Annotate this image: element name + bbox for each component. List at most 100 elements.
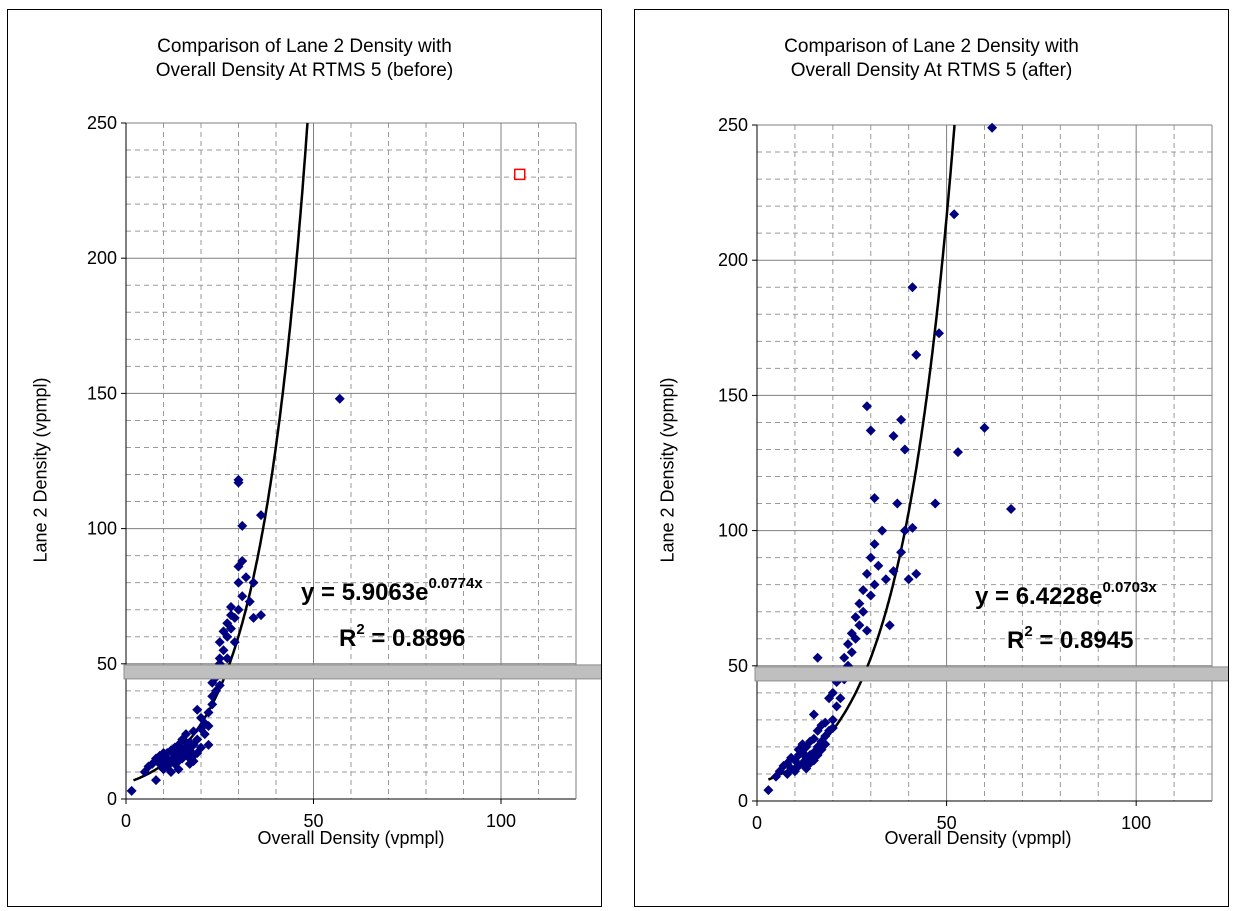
data-point bbox=[248, 577, 259, 588]
data-point bbox=[203, 720, 214, 731]
data-point bbox=[203, 739, 214, 750]
data-point bbox=[987, 122, 998, 133]
chart-title-line-1: Comparison of Lane 2 Density with bbox=[784, 36, 1079, 57]
data-point bbox=[930, 498, 941, 509]
data-point bbox=[214, 653, 225, 664]
data-point bbox=[831, 701, 842, 712]
data-point bbox=[192, 734, 203, 745]
y-tick-label: 50 bbox=[97, 654, 117, 674]
data-point bbox=[233, 477, 244, 488]
data-point bbox=[218, 645, 229, 656]
data-point bbox=[812, 750, 823, 761]
data-point bbox=[126, 785, 137, 796]
data-point bbox=[843, 639, 853, 650]
data-point bbox=[801, 763, 812, 774]
r-squared-sup: 2 bbox=[1024, 623, 1033, 640]
data-point bbox=[237, 591, 248, 602]
data-point bbox=[226, 623, 236, 634]
data-point bbox=[835, 693, 846, 704]
equation-text: y = 5.9063e bbox=[301, 579, 429, 606]
data-point bbox=[896, 547, 907, 558]
data-point bbox=[911, 568, 922, 579]
data-point bbox=[869, 539, 880, 550]
x-tick-label: 100 bbox=[486, 811, 516, 831]
data-point bbox=[237, 556, 248, 567]
data-point bbox=[778, 760, 789, 771]
y-tick-label: 150 bbox=[718, 385, 748, 405]
data-point bbox=[869, 493, 880, 504]
data-point bbox=[873, 560, 884, 571]
data-point bbox=[820, 739, 831, 750]
x-tick-label: 0 bbox=[121, 811, 131, 831]
chart-title: Comparison of Lane 2 Density with Overal… bbox=[8, 35, 601, 83]
trendline-equation: y = 6.4228e0.0703x bbox=[975, 579, 1157, 611]
data-point bbox=[827, 714, 838, 725]
data-point bbox=[839, 652, 850, 663]
data-point bbox=[226, 602, 236, 613]
data-point bbox=[789, 766, 800, 777]
data-point bbox=[865, 425, 876, 436]
data-point bbox=[824, 693, 835, 704]
x-axis-label: Overall Density (vpmpl) bbox=[257, 828, 445, 848]
data-point bbox=[233, 604, 244, 615]
y-tick-label: 250 bbox=[718, 115, 748, 135]
data-point bbox=[911, 349, 922, 360]
y-tick-label: 0 bbox=[738, 791, 748, 811]
data-point bbox=[861, 625, 872, 636]
x-tick-label: 50 bbox=[937, 813, 957, 833]
data-point bbox=[214, 680, 225, 691]
data-point bbox=[203, 707, 214, 718]
data-point bbox=[820, 717, 831, 728]
data-point bbox=[854, 620, 865, 631]
data-point bbox=[199, 729, 210, 740]
data-point bbox=[192, 704, 203, 715]
data-point bbox=[214, 637, 225, 648]
chart-panel-before: 0 50 100 150 200 250 0 50 100 Comparison of Lane… bbox=[7, 9, 602, 907]
data-point bbox=[789, 755, 800, 766]
x-tick-label: 50 bbox=[303, 811, 323, 831]
data-point bbox=[907, 282, 918, 293]
data-point bbox=[903, 574, 914, 585]
r-squared-label: R bbox=[1007, 627, 1025, 654]
threshold-band bbox=[754, 666, 1228, 682]
data-point bbox=[850, 612, 861, 623]
y-tick-label: 150 bbox=[87, 383, 117, 403]
data-point bbox=[907, 522, 918, 533]
data-point bbox=[979, 422, 990, 433]
data-point bbox=[861, 401, 872, 412]
data-point bbox=[877, 525, 888, 536]
data-point bbox=[892, 498, 903, 509]
data-point bbox=[763, 785, 774, 796]
data-point bbox=[1006, 503, 1017, 514]
data-point bbox=[229, 612, 240, 623]
data-point bbox=[827, 687, 838, 698]
y-axis-label: Lane 2 Density (vpmpl) bbox=[30, 377, 51, 563]
data-point bbox=[151, 775, 161, 786]
data-point bbox=[858, 606, 869, 617]
data-point bbox=[865, 552, 876, 563]
data-point bbox=[196, 742, 206, 753]
r-squared: R2 = 0.8896 bbox=[339, 621, 465, 653]
data-point bbox=[207, 699, 218, 710]
y-tick-label: 100 bbox=[718, 521, 748, 541]
outlier-marker bbox=[514, 168, 526, 181]
data-point bbox=[899, 444, 910, 455]
y-tick-label: 200 bbox=[87, 248, 117, 268]
data-point bbox=[846, 628, 857, 639]
data-point bbox=[846, 647, 857, 658]
data-point bbox=[812, 725, 823, 736]
data-point bbox=[808, 733, 819, 744]
equation-exponent: 0.0703x bbox=[1102, 579, 1157, 596]
scatter-plot-after: 0 50 100 150 200 250 0 50 100 bbox=[718, 115, 1228, 833]
data-point bbox=[222, 631, 233, 642]
data-point bbox=[173, 764, 184, 775]
data-point bbox=[248, 612, 259, 623]
chart-title: Comparison of Lane 2 Density with Overal… bbox=[635, 35, 1228, 83]
scatter-plot-before: 0 50 100 150 200 250 0 50 100 bbox=[87, 113, 601, 831]
x-tick-label: 100 bbox=[1121, 813, 1151, 833]
r-squared-value: = 0.8945 bbox=[1032, 627, 1134, 654]
chart-title-line-2: Overall Density At RTMS 5 (after) bbox=[790, 60, 1073, 81]
threshold-band bbox=[123, 664, 601, 680]
data-point bbox=[188, 756, 199, 767]
y-axis-label: Lane 2 Density (vpmpl) bbox=[657, 377, 678, 563]
